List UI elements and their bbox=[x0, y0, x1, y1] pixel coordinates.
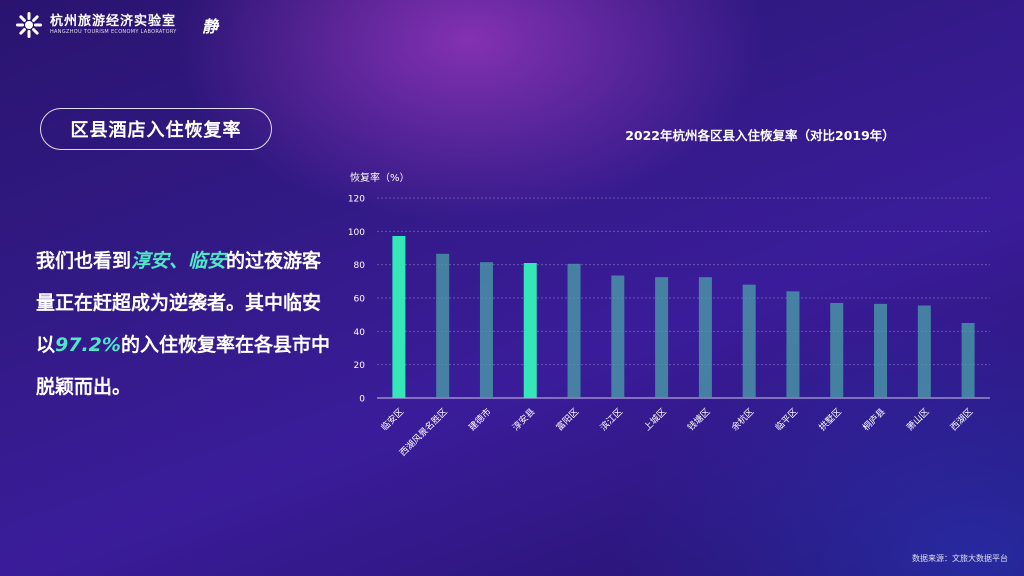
summary-paragraph: 我们也看到淳安、临安的过夜游客量正在赶超成为逆袭者。其中临安以97.2%的入住恢… bbox=[36, 240, 336, 408]
chart-gridlines bbox=[377, 197, 990, 399]
bar-7 bbox=[698, 277, 712, 398]
bar-2 bbox=[479, 262, 493, 398]
y-tick-label: 0 bbox=[359, 395, 365, 405]
chart-title: 2022年杭州各区县入住恢复率（对比2019年） bbox=[625, 128, 895, 143]
bar-10 bbox=[830, 303, 844, 398]
summary-text-3: 的入住恢复率在各县市中脱颖而出。 bbox=[36, 334, 330, 398]
x-tick-label: 临平区 bbox=[772, 406, 800, 434]
x-tick-label: 桐庐县 bbox=[860, 406, 888, 434]
bar-0 bbox=[392, 236, 406, 398]
logo: 杭州旅游经济实验室 HANGZHOU TOURISM ECONOMY LABOR… bbox=[14, 10, 177, 40]
summary-highlight-2: 97.2% bbox=[55, 334, 121, 356]
x-tick-label: 余杭区 bbox=[729, 406, 757, 434]
x-tick-label: 淳安县 bbox=[510, 406, 538, 434]
bar-3 bbox=[523, 263, 537, 398]
y-tick-label: 100 bbox=[348, 228, 365, 238]
bar-9 bbox=[786, 291, 800, 398]
logo-icon bbox=[16, 12, 42, 38]
y-tick-label: 80 bbox=[354, 261, 366, 271]
y-tick-label: 40 bbox=[354, 328, 366, 338]
bar-8 bbox=[742, 284, 756, 398]
summary-text-2: 的过夜游客量正在赶超成为逆袭者。其中临安以 bbox=[36, 250, 322, 356]
y-tick-label: 120 bbox=[348, 195, 365, 205]
section-title: 区县酒店入住恢复率 bbox=[40, 108, 272, 150]
logo-subtitle: HANGZHOU TOURISM ECONOMY LABORATORY bbox=[50, 29, 177, 35]
x-tick-label: 建德市 bbox=[466, 406, 494, 434]
x-tick-label: 西湖区 bbox=[948, 406, 975, 433]
x-tick-label: 富阳区 bbox=[554, 406, 582, 434]
x-tick-label: 拱墅区 bbox=[816, 406, 844, 434]
bar-6 bbox=[655, 277, 669, 398]
chart-svg: 2022年杭州各区县入住恢复率（对比2019年） 恢复率（%） 0 20 40 60 8… bbox=[348, 128, 990, 459]
bar-13 bbox=[961, 323, 975, 398]
x-tick-label: 上城区 bbox=[642, 406, 669, 433]
data-source: 数据来源：文旅大数据平台 bbox=[912, 554, 1008, 563]
bar-4 bbox=[567, 263, 581, 398]
recovery-rate-chart: 2022年杭州各区县入住恢复率（对比2019年） 恢复率（%） 0 20 40 60 8… bbox=[330, 120, 1010, 484]
chart-y-ticks: 0 20 40 60 80 100 120 bbox=[348, 195, 365, 405]
x-tick-label: 萧山区 bbox=[904, 406, 932, 434]
x-tick-label: 临安区 bbox=[378, 406, 406, 434]
bar-5 bbox=[611, 275, 625, 398]
summary-highlight-1: 淳安、临安 bbox=[131, 250, 227, 272]
chart-bars bbox=[392, 236, 975, 398]
y-tick-label: 20 bbox=[354, 361, 366, 371]
logo-title: 杭州旅游经济实验室 bbox=[50, 14, 177, 29]
summary-text-1: 我们也看到 bbox=[36, 250, 132, 272]
x-tick-label: 钱塘区 bbox=[685, 406, 713, 434]
x-tick-label: 滨江区 bbox=[597, 406, 625, 434]
bar-12 bbox=[917, 305, 931, 398]
brand-character: 静 bbox=[202, 17, 219, 36]
chart-y-axis-label: 恢复率（%） bbox=[350, 171, 410, 184]
bar-11 bbox=[874, 303, 888, 398]
y-tick-label: 60 bbox=[354, 295, 366, 305]
bar-1 bbox=[436, 253, 450, 398]
